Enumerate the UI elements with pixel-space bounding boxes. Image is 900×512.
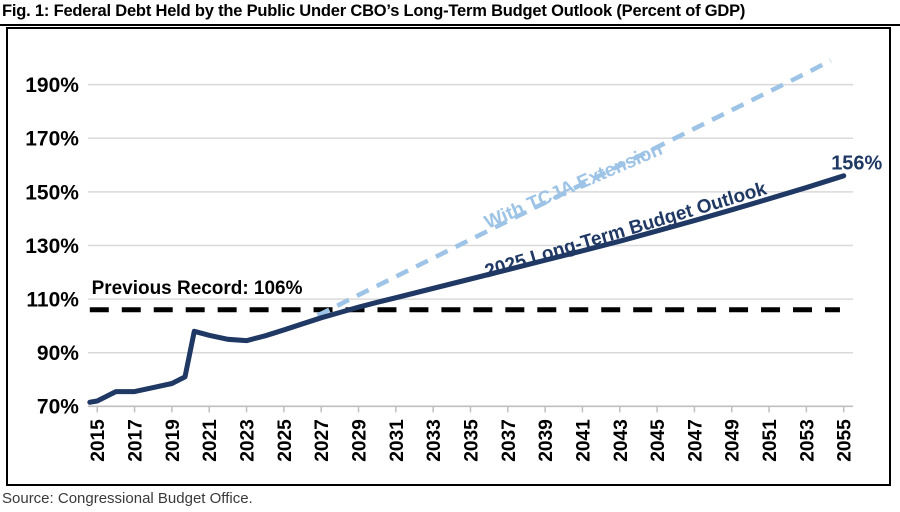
x-tick-label-2029: 2029 — [350, 419, 371, 462]
figure-title: Fig. 1: Federal Debt Held by the Public … — [0, 0, 900, 26]
x-tick-label-2031: 2031 — [387, 419, 408, 462]
y-tick-label-190: 190% — [25, 74, 79, 97]
x-tick-label-2041: 2041 — [574, 419, 595, 462]
series-with-tcja-extension — [316, 58, 832, 318]
x-tick-label-2035: 2035 — [462, 419, 483, 462]
x-tick-label-2023: 2023 — [238, 419, 259, 462]
x-tick-label-2037: 2037 — [499, 419, 520, 462]
x-tick-label-2053: 2053 — [797, 419, 818, 462]
annotation-156-: 156% — [831, 152, 882, 174]
y-tick-label-150: 150% — [25, 181, 79, 204]
x-tick-label-2021: 2021 — [200, 419, 221, 462]
y-tick-label-70: 70% — [37, 396, 79, 419]
x-tick-label-2033: 2033 — [424, 419, 445, 462]
annotation-2025-long-term-budget-outlook: 2025 Long-Term Budget Outlook — [482, 178, 769, 282]
x-tick-label-2043: 2043 — [611, 419, 632, 462]
source-note: Source: Congressional Budget Office. — [2, 490, 253, 507]
x-tick-label-2027: 2027 — [312, 419, 333, 462]
x-tick-label-2039: 2039 — [536, 419, 557, 462]
series-2025-long-term-budget-outlook — [87, 173, 847, 405]
annotation-previous-record-106-: Previous Record: 106% — [92, 278, 303, 299]
y-tick-label-90: 90% — [37, 342, 79, 365]
chart-canvas: 70% 90% 110% 130% 150% 170% 190% 2015 2017 2019 20… — [25, 58, 882, 462]
x-tick-label-2015: 2015 — [88, 419, 109, 462]
x-tick-label-2025: 2025 — [275, 419, 296, 462]
x-tick-label-2051: 2051 — [760, 419, 781, 462]
chart-frame: 70% 90% 110% 130% 150% 170% 190% 2015 2017 2019 20… — [6, 27, 891, 486]
y-tick-label-130: 130% — [25, 235, 79, 258]
x-tick-label-2019: 2019 — [163, 419, 184, 462]
x-tick-label-2045: 2045 — [648, 419, 669, 462]
y-tick-label-110: 110% — [26, 288, 79, 311]
x-tick-label-2017: 2017 — [126, 419, 147, 462]
y-tick-label-170: 170% — [25, 128, 79, 151]
x-tick-label-2047: 2047 — [685, 419, 706, 462]
x-tick-label-2049: 2049 — [723, 419, 744, 462]
x-tick-label-2055: 2055 — [835, 419, 856, 462]
